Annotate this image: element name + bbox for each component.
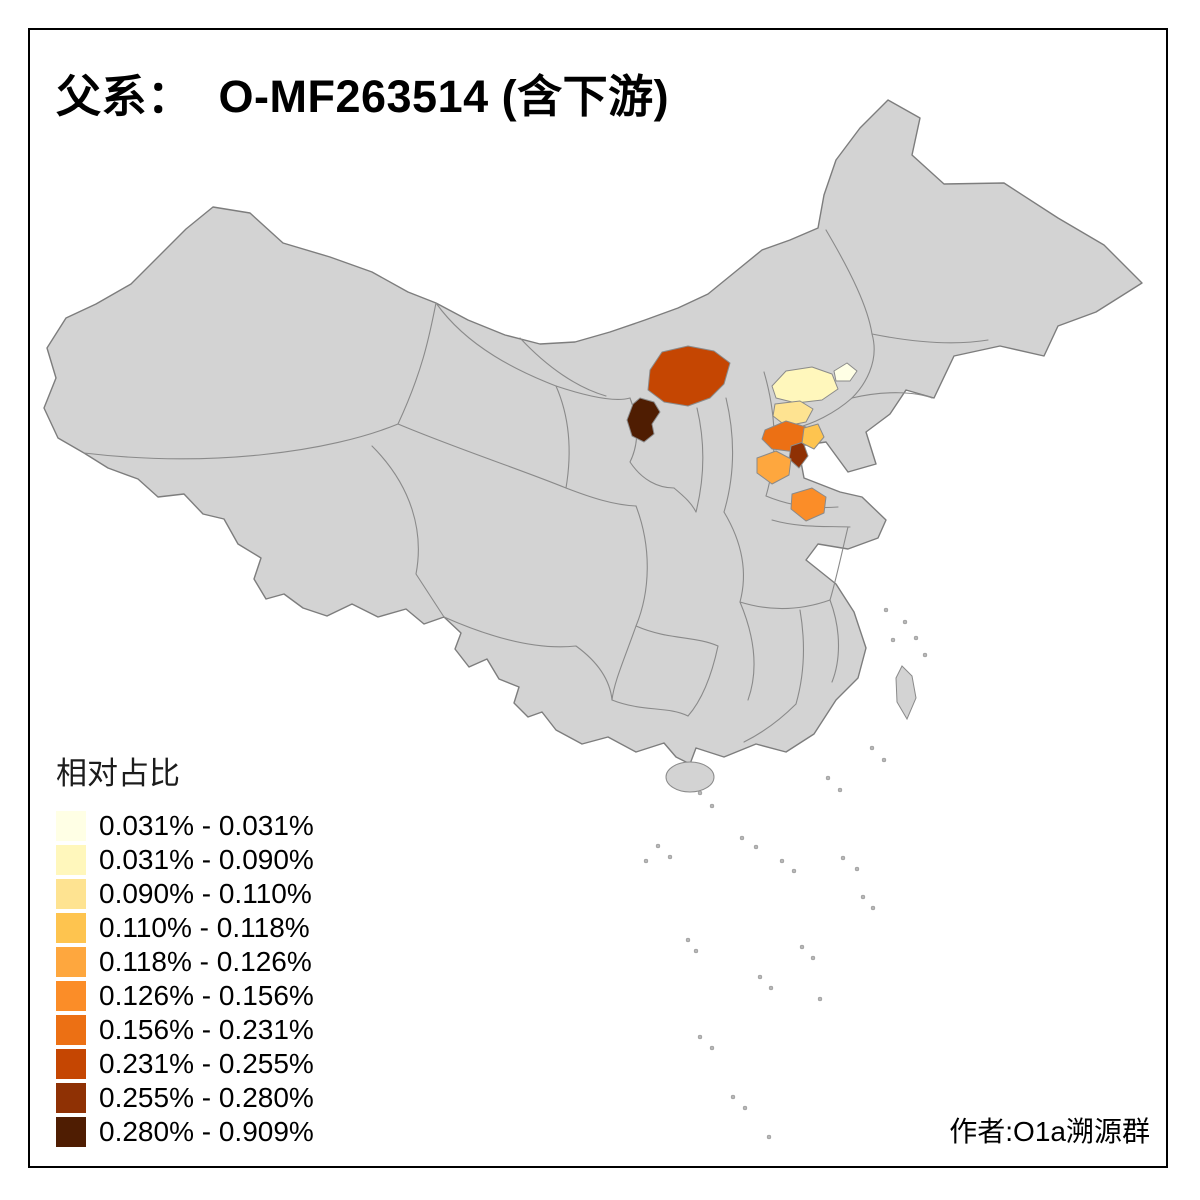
legend-label: 0.031% - 0.090% bbox=[99, 844, 314, 875]
map-region-7 bbox=[788, 441, 809, 469]
province-borders bbox=[83, 229, 989, 743]
legend-label: 0.231% - 0.255% bbox=[99, 1048, 314, 1079]
legend: 相对占比 0.031% - 0.031% 0.031% - 0.090% 0.0… bbox=[56, 748, 314, 1149]
legend-label: 0.255% - 0.280% bbox=[99, 1082, 314, 1113]
hainan-island bbox=[665, 761, 715, 793]
legend-entry: 0.231% - 0.255% bbox=[56, 1047, 314, 1081]
legend-swatch bbox=[56, 845, 86, 875]
map-region-2 bbox=[626, 397, 661, 443]
legend-entry: 0.156% - 0.231% bbox=[56, 1013, 314, 1047]
legend-swatch bbox=[56, 1015, 86, 1045]
map-region-1 bbox=[647, 345, 731, 407]
map-region-5 bbox=[772, 400, 814, 427]
legend-swatch bbox=[56, 811, 86, 841]
highlighted-regions bbox=[626, 345, 858, 522]
legend-label: 0.110% - 0.118% bbox=[99, 912, 310, 943]
legend-label: 0.031% - 0.031% bbox=[99, 810, 314, 841]
legend-label: 0.118% - 0.126% bbox=[99, 946, 312, 977]
sea-islands bbox=[643, 607, 928, 1140]
legend-label: 0.280% - 0.909% bbox=[99, 1116, 314, 1147]
map-region-3 bbox=[771, 366, 839, 404]
taiwan-island bbox=[895, 665, 917, 721]
map-region-8 bbox=[801, 423, 825, 450]
legend-entry: 0.126% - 0.156% bbox=[56, 979, 314, 1013]
legend-entry: 0.031% - 0.090% bbox=[56, 843, 314, 877]
legend-swatch bbox=[56, 981, 86, 1011]
legend-swatch bbox=[56, 913, 86, 943]
legend-label: 0.156% - 0.231% bbox=[99, 1014, 314, 1045]
legend-entry: 0.118% - 0.126% bbox=[56, 945, 314, 979]
legend-entry: 0.255% - 0.280% bbox=[56, 1081, 314, 1115]
legend-label: 0.126% - 0.156% bbox=[99, 980, 314, 1011]
legend-entry: 0.280% - 0.909% bbox=[56, 1115, 314, 1149]
map-region-4 bbox=[833, 362, 858, 382]
legend-entry: 0.031% - 0.031% bbox=[56, 809, 314, 843]
legend-swatch bbox=[56, 947, 86, 977]
legend-swatch bbox=[56, 1049, 86, 1079]
china-mainland bbox=[43, 99, 1143, 765]
legend-entry: 0.090% - 0.110% bbox=[56, 877, 314, 911]
legend-swatch bbox=[56, 1083, 86, 1113]
legend-label: 0.090% - 0.110% bbox=[99, 878, 312, 909]
legend-swatch bbox=[56, 879, 86, 909]
map-region-10 bbox=[790, 487, 827, 522]
legend-entry: 0.110% - 0.118% bbox=[56, 911, 314, 945]
map-region-9 bbox=[756, 450, 792, 485]
page-title: 父系： O-MF263514 (含下游) bbox=[56, 71, 670, 122]
author-credit: 作者:O1a溯源群 bbox=[949, 1116, 1150, 1147]
legend-title: 相对占比 bbox=[56, 756, 180, 791]
legend-swatch bbox=[56, 1117, 86, 1147]
